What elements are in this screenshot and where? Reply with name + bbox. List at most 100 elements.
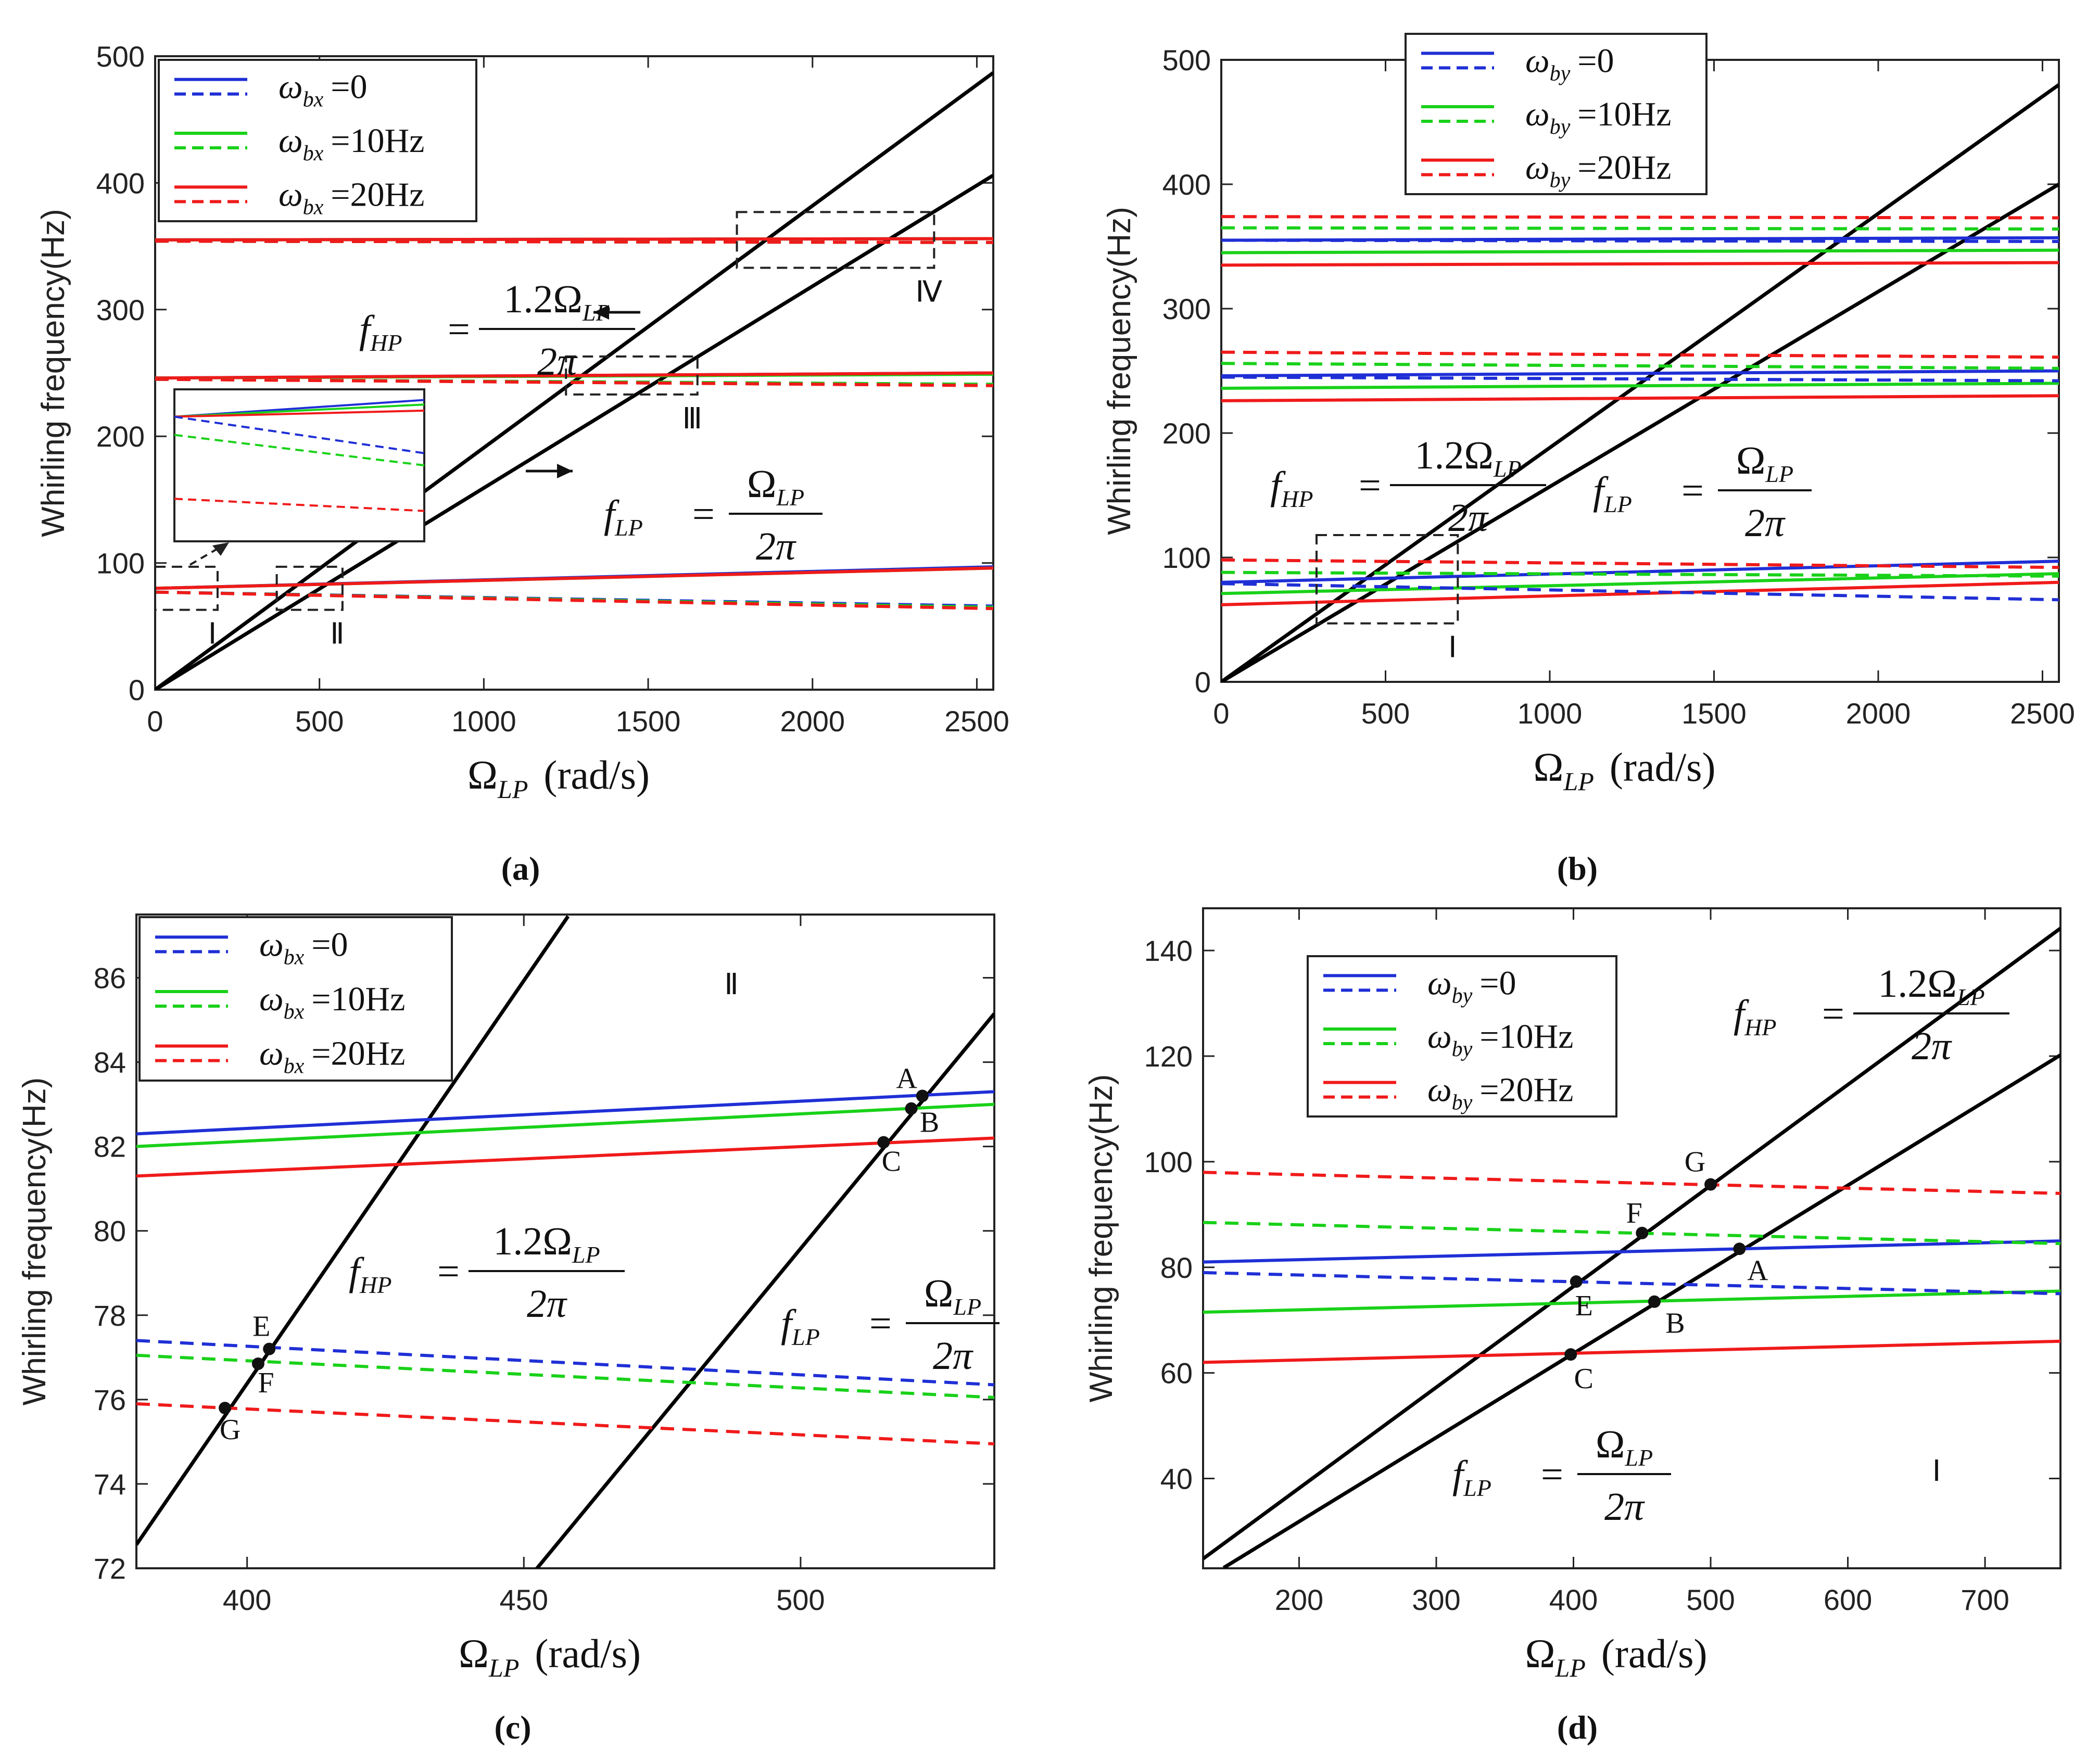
legend-entry: ωby =20Hz [1525, 149, 1671, 193]
series-line [1221, 382, 2059, 390]
legend-box [1405, 33, 1708, 195]
y-tick-label: 78 [94, 1299, 126, 1332]
series-group [1221, 83, 2059, 682]
y-tick-label: 72 [94, 1552, 126, 1585]
point-label: A [1747, 1254, 1768, 1287]
formula-numerator: 1.2ΩLP [1878, 962, 1984, 1010]
legend-entry: ωby =10Hz [1427, 1018, 1573, 1061]
panel-caption: (d) [1557, 1709, 1598, 1746]
y-tick-label: 500 [96, 40, 145, 73]
series-line [1203, 1289, 2060, 1314]
formula-equals: = [1541, 1453, 1563, 1496]
panel-c: 400 450 500 72 74 76 78 80 82 84 86 Whirling freque… [17, 913, 1000, 1746]
series-line [136, 1353, 994, 1399]
formula-numerator: 1.2ΩLP [493, 1220, 600, 1268]
series-line [1221, 560, 2059, 584]
y-axis-label: Whirling frequency(Hz) [1102, 207, 1137, 535]
y-tick-label: 140 [1144, 934, 1193, 967]
x-tick-label: 500 [1686, 1583, 1735, 1616]
formula-equals: = [692, 492, 715, 536]
region-label: Ⅱ [724, 969, 739, 1001]
intersection-point [263, 1342, 276, 1355]
formula-denominator: 2π [537, 340, 578, 384]
y-axis-label: Whirling frequency(Hz) [17, 1077, 53, 1406]
formula-lhs: fHP [1734, 992, 1776, 1040]
series-group [1203, 927, 2060, 1568]
series-line [1203, 1171, 2060, 1195]
panel-b: 0 500 1000 1500 2000 2500 0 100 200 300 400 500 Whir… [1102, 33, 2074, 887]
series-line [155, 237, 993, 242]
inset-series-line [174, 415, 425, 454]
x-tick-label: 450 [500, 1583, 548, 1616]
intersection-point [1648, 1295, 1661, 1308]
x-tick-label: 2000 [1846, 697, 1911, 730]
series-line [1221, 226, 2059, 231]
x-tick-label: 500 [295, 705, 344, 738]
series-line [155, 590, 993, 611]
formula-denominator: 2π [756, 525, 796, 568]
x-tick-label: 200 [1275, 1583, 1323, 1616]
legend-entry: ωbx =10Hz [259, 980, 405, 1024]
x-tick-label: 2000 [780, 705, 845, 738]
arrow-head [212, 542, 229, 556]
x-tick-label: 400 [223, 1583, 271, 1616]
legend-entry: ωbx =20Hz [279, 175, 424, 219]
series-line [1221, 362, 2059, 370]
formula-lhs: fHP [1270, 464, 1313, 512]
series-line [1221, 570, 2059, 578]
arrow-head [557, 464, 573, 478]
region-label: Ⅰ [1932, 1455, 1941, 1488]
y-tick-label: 82 [94, 1131, 126, 1163]
point-label: G [1685, 1146, 1705, 1178]
formula-equals: = [448, 308, 470, 351]
y-tick-label: 86 [94, 962, 126, 995]
series-line [1221, 375, 2059, 383]
point-label: A [896, 1062, 918, 1095]
series-line [136, 1102, 994, 1148]
series-line [155, 173, 993, 690]
y-tick-label: 500 [1162, 44, 1211, 77]
point-label: C [882, 1146, 901, 1178]
x-tick-label: 2500 [944, 705, 1009, 738]
intersection-point [877, 1136, 890, 1149]
series-line [136, 1339, 994, 1387]
series-line [1221, 350, 2059, 359]
intersection-point [1570, 1275, 1583, 1288]
formula: fLP = ΩLP 2π [1452, 1423, 1671, 1529]
zoom-region-box [1315, 534, 1459, 625]
y-tick-label: 300 [96, 294, 145, 326]
series-group [155, 71, 993, 690]
formula: fLP = ΩLP 2π [604, 462, 823, 568]
series-line [155, 377, 993, 387]
formula-denominator: 2π [527, 1282, 567, 1326]
series-line [136, 1090, 994, 1136]
y-tick-label: 0 [1195, 666, 1211, 699]
zoom-region-box [565, 355, 699, 396]
x-tick-label: 1000 [451, 705, 516, 738]
series-line [1222, 1054, 2060, 1568]
formula-denominator: 2π [933, 1334, 973, 1378]
legend-box [138, 916, 453, 1082]
point-label: B [1665, 1308, 1685, 1340]
series-line [1221, 261, 2059, 267]
point-label: F [258, 1367, 274, 1399]
legend-box [158, 59, 477, 222]
x-tick-label: 400 [1549, 1583, 1598, 1616]
point-label: E [1575, 1290, 1593, 1322]
series-line [136, 915, 570, 1546]
formula-equals: = [437, 1250, 460, 1293]
legend-entry: ωby =0 [1427, 964, 1516, 1008]
formula-denominator: 2π [1604, 1485, 1645, 1529]
y-tick-label: 120 [1144, 1040, 1193, 1073]
zoom-region-label: Ⅲ [682, 403, 702, 435]
legend-entry: ωbx =0 [279, 68, 368, 112]
intersection-point [905, 1102, 918, 1115]
y-tick-label: 200 [96, 420, 145, 453]
formula-equals: = [869, 1302, 892, 1346]
series-line [1221, 238, 2059, 243]
panel-caption: (a) [501, 850, 540, 887]
formula: fHP = 1.2ΩLP 2π [1734, 962, 2009, 1068]
formula-numerator: 1.2ΩLP [1414, 434, 1521, 482]
x-axis-label: ΩLP (rad/s) [467, 752, 650, 804]
formula-numerator: ΩLP [924, 1272, 981, 1320]
